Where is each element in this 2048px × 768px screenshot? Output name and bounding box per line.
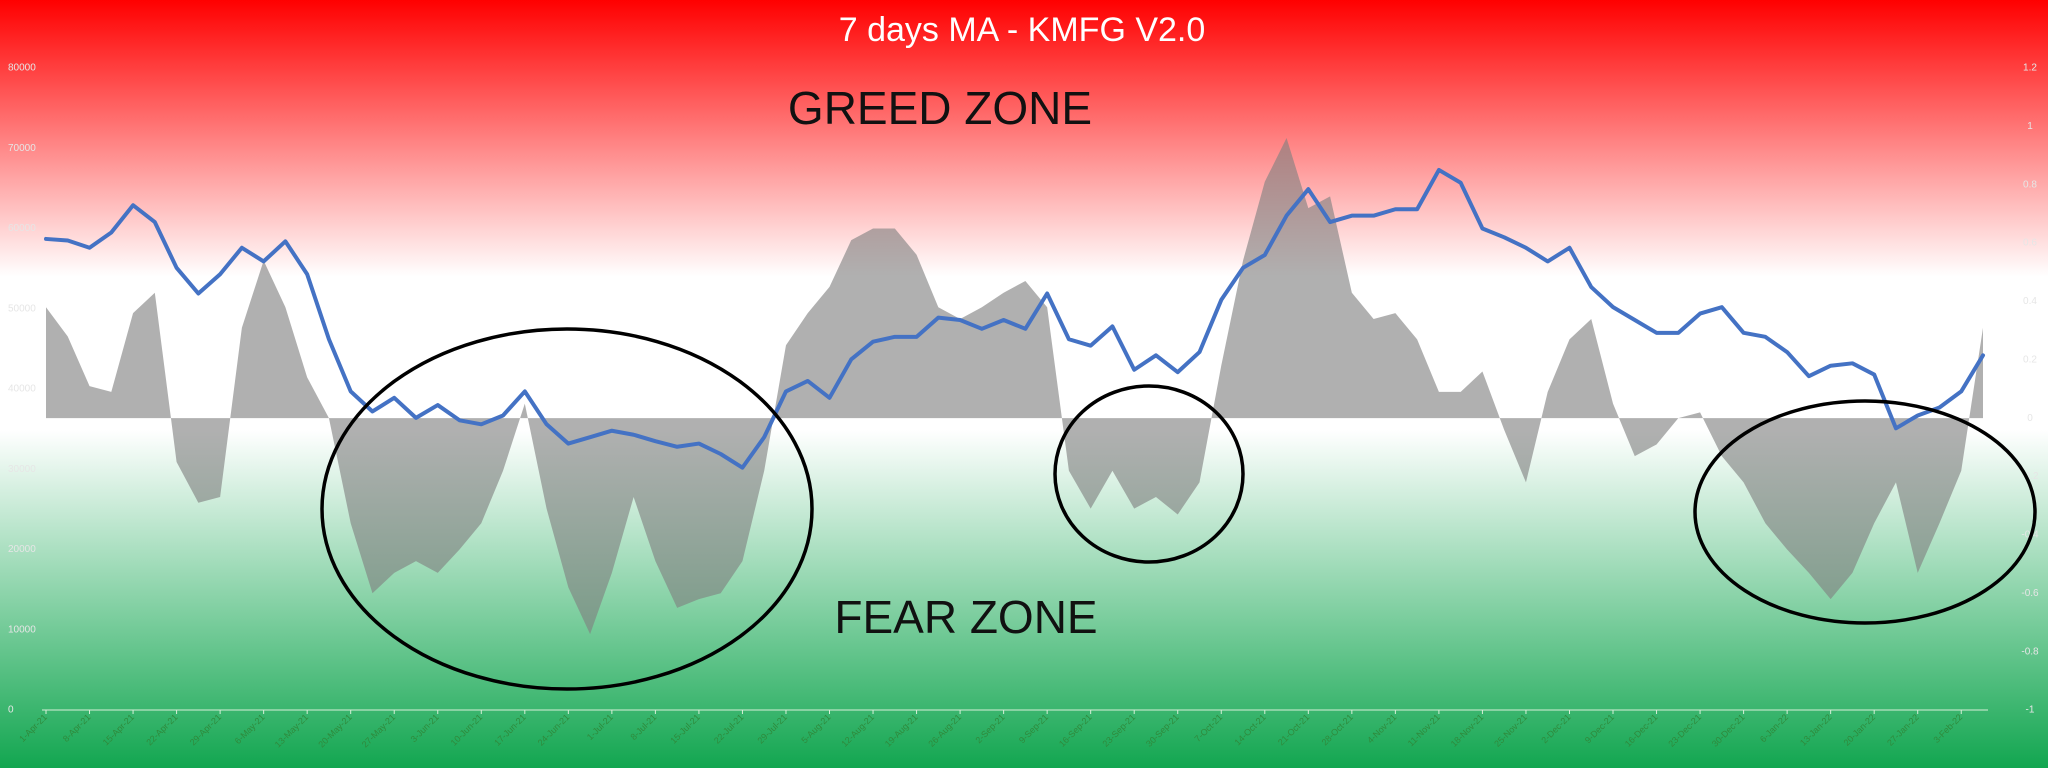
- annotation: FEAR ZONE: [834, 591, 1097, 643]
- y-tick-label: 10000: [8, 624, 36, 635]
- y2-tick-label: -0.8: [2021, 646, 2039, 657]
- y-tick-label: 70000: [8, 143, 36, 154]
- y2-tick-label: 0.6: [2023, 238, 2037, 249]
- y2-tick-label: 0.4: [2023, 296, 2037, 307]
- y-tick-label: 40000: [8, 384, 36, 395]
- y2-tick-label: -0.6: [2021, 588, 2039, 599]
- y2-tick-label: -1: [2026, 705, 2035, 716]
- chart-title: 7 days MA - KMFG V2.0: [839, 11, 1206, 49]
- y2-tick-label: 0.2: [2023, 354, 2037, 365]
- area: [46, 138, 1983, 635]
- line: [44, 167, 1985, 470]
- y2-tick-label: -0.2: [2021, 471, 2039, 482]
- y-tick-label: 30000: [8, 464, 36, 475]
- y-tick-label: 0: [8, 705, 14, 716]
- y2-tick-label: 0: [2027, 413, 2033, 424]
- highlight-ellipse: [1693, 399, 2037, 625]
- y2-tick-label: 1.2: [2023, 63, 2037, 74]
- annotation: GREED ZONE: [788, 82, 1092, 134]
- y2-tick-label: 1: [2027, 121, 2033, 132]
- y-tick-label: 80000: [8, 63, 36, 74]
- highlight-ellipse: [1053, 384, 1245, 564]
- y-tick-label: 60000: [8, 223, 36, 234]
- y-tick-label: 50000: [8, 303, 36, 314]
- highlight-ellipse: [320, 327, 814, 691]
- y-tick-label: 20000: [8, 544, 36, 555]
- y2-tick-label: 0.8: [2023, 179, 2037, 190]
